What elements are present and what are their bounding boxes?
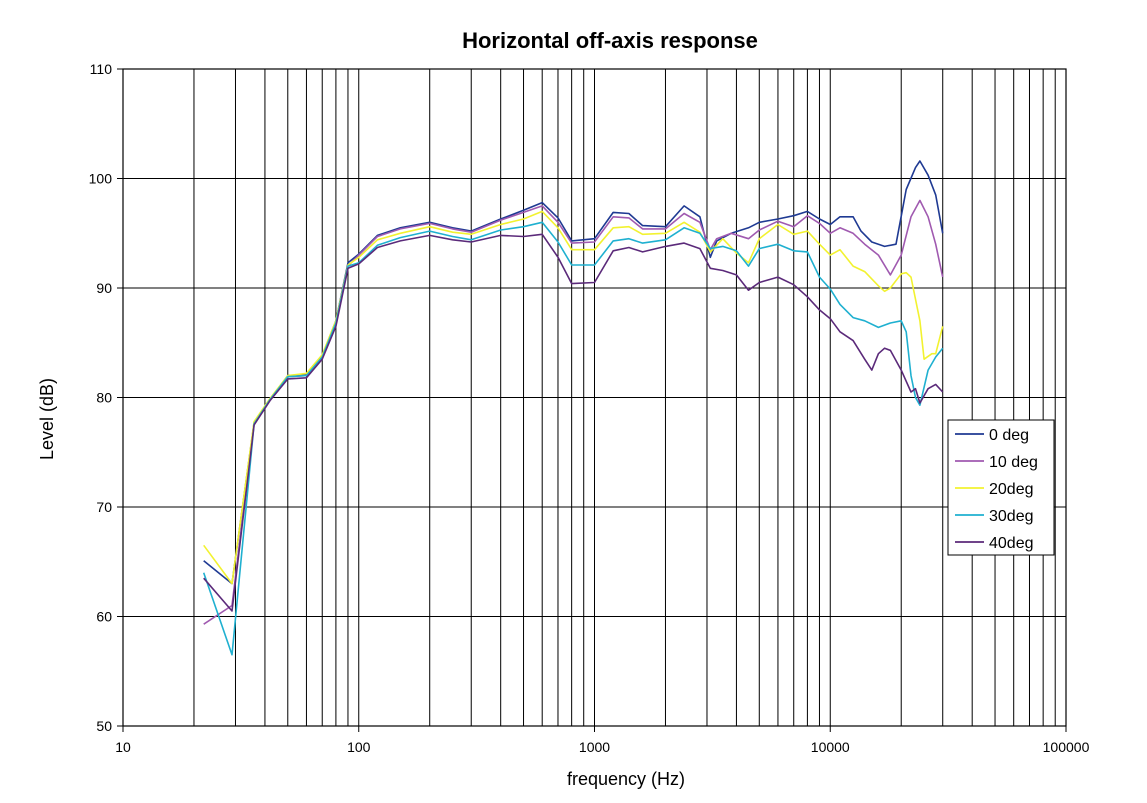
legend-label: 30deg bbox=[989, 508, 1034, 525]
y-tick-label: 50 bbox=[96, 718, 112, 734]
tick-labels: 10 100 1000 10000 100000 50 60 70 80 90 100 110 bbox=[89, 61, 1090, 755]
y-tick-label: 80 bbox=[96, 390, 112, 406]
x-tick-label: 100 bbox=[347, 739, 371, 755]
legend-label: 10 deg bbox=[989, 454, 1038, 471]
series-line-20deg bbox=[203, 210, 944, 585]
series-line-40deg bbox=[203, 233, 944, 612]
x-tick-label: 1000 bbox=[579, 739, 610, 755]
y-tick-label: 90 bbox=[96, 280, 112, 296]
grid bbox=[123, 69, 1066, 726]
x-axis-label: frequency (Hz) bbox=[567, 769, 685, 789]
series-lines bbox=[202, 160, 944, 656]
series-line-30deg bbox=[202, 221, 944, 656]
legend-label: 20deg bbox=[989, 481, 1034, 498]
y-axis-label: Level (dB) bbox=[37, 378, 57, 460]
x-tick-label: 10 bbox=[115, 739, 131, 755]
y-tick-label: 60 bbox=[96, 609, 112, 625]
x-tick-label: 10000 bbox=[811, 739, 850, 755]
legend-label: 40deg bbox=[989, 535, 1034, 552]
series-line-0-deg bbox=[203, 160, 944, 585]
y-tick-label: 100 bbox=[89, 171, 113, 187]
legend: 0 deg 10 deg 20deg 30deg 40deg bbox=[947, 419, 1055, 556]
legend-label: 0 deg bbox=[989, 427, 1029, 444]
chart-title: Horizontal off-axis response bbox=[462, 28, 758, 53]
x-tick-label: 100000 bbox=[1043, 739, 1090, 755]
y-tick-label: 70 bbox=[96, 499, 112, 515]
y-tick-label: 110 bbox=[90, 61, 113, 77]
